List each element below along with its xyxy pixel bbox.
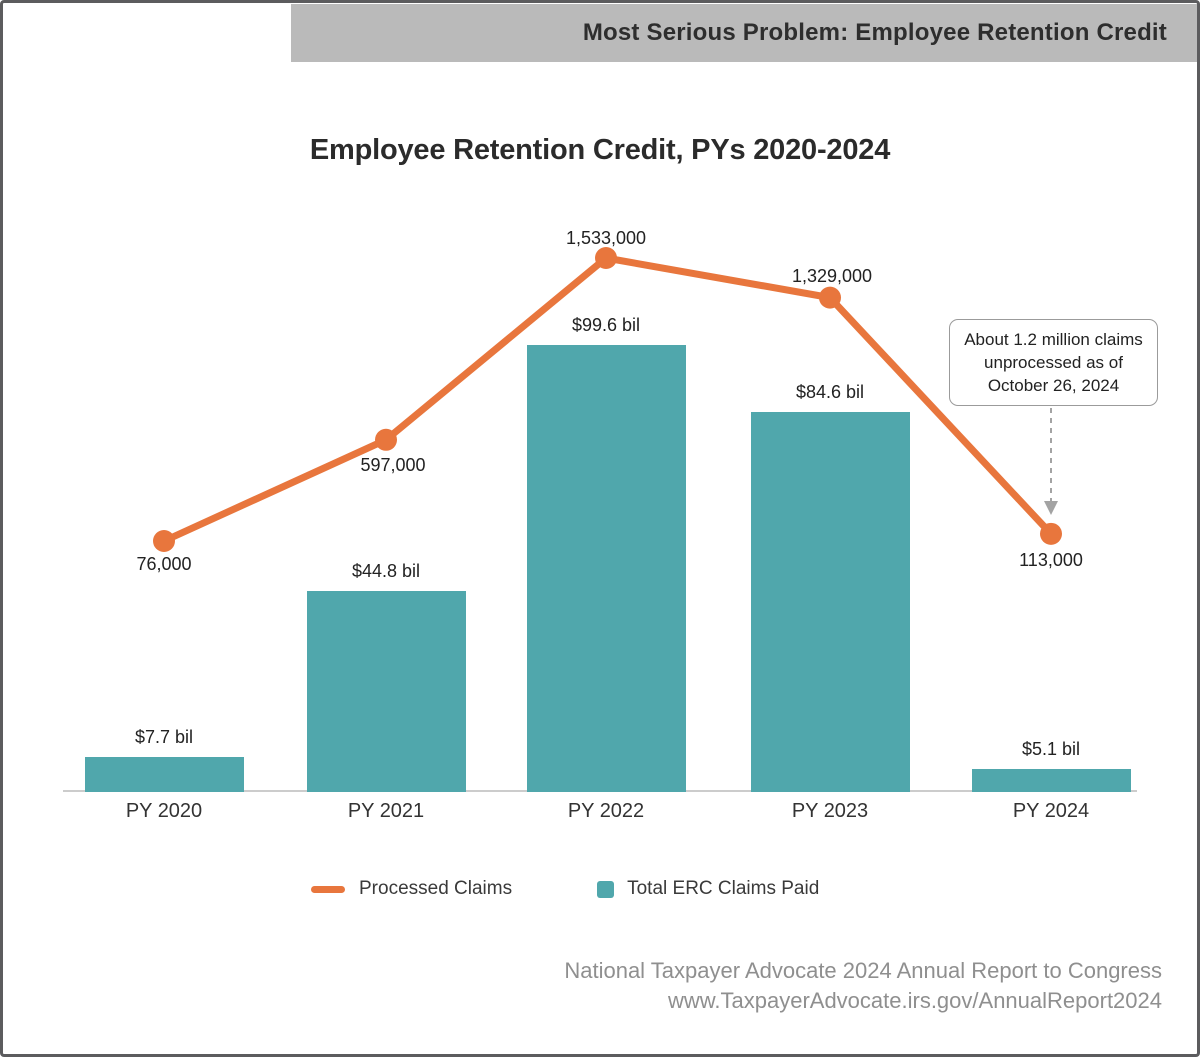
bar-value-label: $84.6 bil: [795, 382, 865, 403]
annotation-arrowhead-icon: [1044, 501, 1058, 515]
bar-py-2021: [306, 590, 466, 792]
line-point-py-2021: [375, 428, 397, 451]
bar-value-label: $7.7 bil: [134, 727, 194, 748]
legend-label: Total ERC Claims Paid: [627, 878, 820, 899]
line-value-label: 1,329,000: [791, 265, 873, 286]
x-axis-label-py-2024: PY 2024: [1012, 800, 1090, 822]
line-series-swatch-icon: [311, 885, 345, 893]
annotation-text-line: October 26, 2024: [987, 376, 1120, 395]
bar-py-2022: [526, 344, 686, 792]
x-axis-label-py-2020: PY 2020: [125, 800, 203, 822]
line-value-label: 76,000: [136, 554, 192, 574]
annotation-text-line: About 1.2 million claims: [964, 330, 1143, 349]
legend-item-processed-claims: Processed Claims: [311, 878, 512, 900]
header-banner: Most Serious Problem: Employee Retention…: [291, 4, 1197, 62]
legend-item-total-erc-claims-paid: Total ERC Claims Paid: [597, 878, 819, 900]
line-value-label: 113,000: [1019, 549, 1083, 570]
line-value-label: 597,000: [360, 454, 426, 475]
footer-line-1: National Taxpayer Advocate 2024 Annual R…: [564, 958, 1162, 983]
bar-py-2023: [750, 412, 910, 792]
line-value-label: 1,533,000: [565, 228, 647, 248]
x-axis-label-py-2022: PY 2022: [567, 800, 645, 822]
chart-legend: Processed Claims Total ERC Claims Paid: [311, 875, 819, 903]
bar-series-swatch-icon: [597, 880, 615, 898]
x-axis-label-py-2023: PY 2023: [791, 800, 869, 822]
bar-value-label: $44.8 bil: [351, 560, 421, 581]
x-axis-label-py-2021: PY 2021: [347, 800, 425, 822]
annotation-callout: About 1.2 million claims unprocessed as …: [949, 319, 1158, 406]
bar-py-2024: [971, 769, 1131, 792]
annotation-text-line: unprocessed as of: [984, 353, 1123, 372]
line-point-py-2022: [595, 247, 617, 270]
footer-line-2: www.TaxpayerAdvocate.irs.gov/AnnualRepor…: [667, 988, 1162, 1013]
line-point-py-2024: [1040, 522, 1062, 545]
source-attribution: National Taxpayer Advocate 2024 Annual R…: [564, 956, 1162, 1016]
bar-value-label: $99.6 bil: [571, 314, 641, 335]
line-point-py-2023: [819, 286, 841, 309]
bar-py-2020: [84, 757, 244, 792]
chart-title: Employee Retention Credit, PYs 2020-2024: [309, 134, 891, 166]
banner-title: Most Serious Problem: Employee Retention…: [582, 19, 1167, 46]
line-point-py-2020: [153, 530, 175, 552]
legend-label: Processed Claims: [359, 878, 513, 899]
bar-value-label: $5.1 bil: [1021, 739, 1081, 760]
